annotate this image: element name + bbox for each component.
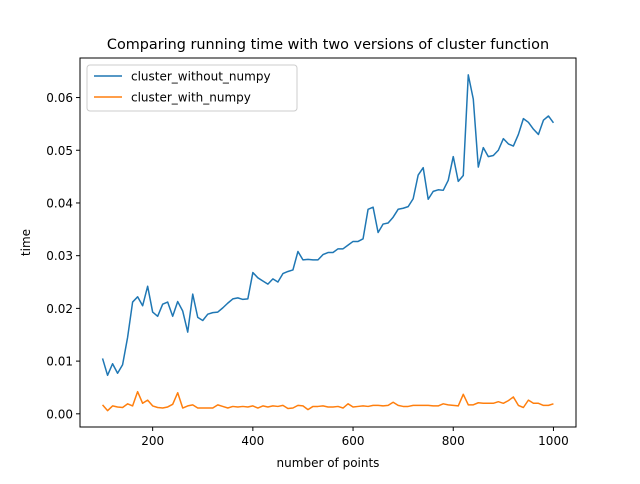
series-line-cluster-without-numpy bbox=[101, 74, 555, 377]
x-axis-label: number of points bbox=[277, 456, 380, 470]
chart-title: Comparing running time with two versions… bbox=[107, 37, 549, 53]
legend-label-cluster-with-numpy: cluster_with_numpy bbox=[131, 91, 251, 105]
series-layer bbox=[101, 74, 555, 412]
y-tick-label: 0.06 bbox=[46, 91, 73, 105]
y-tick-label: 0.00 bbox=[46, 407, 73, 421]
y-axis-label: time bbox=[19, 229, 33, 256]
x-tick-label: 1000 bbox=[538, 434, 569, 448]
y-tick-label: 0.05 bbox=[46, 144, 73, 158]
y-tick-label: 0.01 bbox=[46, 355, 73, 369]
series-line-cluster-with-numpy bbox=[101, 390, 554, 412]
x-axis: 200 400 600 800 1000 bbox=[141, 427, 569, 448]
legend-label-cluster-without-numpy: cluster_without_numpy bbox=[131, 70, 271, 84]
plot-area-frame bbox=[79, 57, 577, 428]
legend-box bbox=[86, 64, 298, 112]
x-tick-label: 800 bbox=[442, 434, 465, 448]
x-tick-label: 200 bbox=[141, 434, 164, 448]
x-tick-label: 400 bbox=[241, 434, 264, 448]
y-tick-label: 0.03 bbox=[46, 249, 73, 263]
legend: cluster_without_numpy cluster_with_numpy bbox=[86, 64, 298, 112]
x-tick-label: 600 bbox=[342, 434, 365, 448]
y-tick-label: 0.02 bbox=[46, 302, 73, 316]
y-tick-label: 0.04 bbox=[46, 196, 73, 210]
y-axis: 0.00 0.01 0.02 0.03 0.04 0.05 0.06 bbox=[46, 91, 80, 421]
